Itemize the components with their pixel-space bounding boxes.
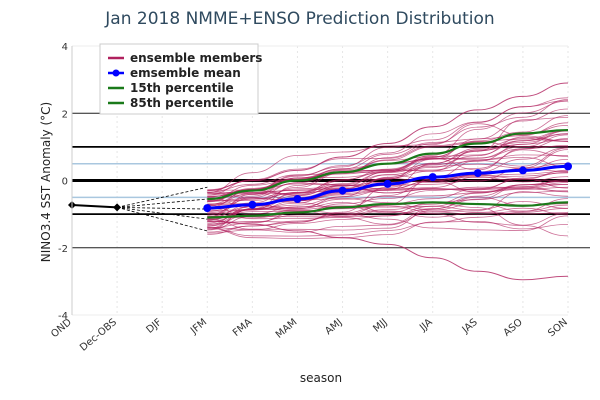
y-tick-label: 2	[62, 109, 68, 120]
forecast-fan-line	[117, 207, 208, 220]
ensemble-member-line	[207, 196, 569, 225]
ensemble-mean-point	[293, 194, 302, 203]
legend-marker	[112, 69, 120, 77]
ensemble-member-line	[207, 138, 569, 205]
ensemble-member-line	[207, 220, 569, 281]
ensemble-member-line	[207, 204, 569, 233]
x-tick-label: SON	[546, 317, 570, 339]
ensemble-members	[116, 82, 569, 281]
y-axis-label: NINO3.4 SST Anomaly (°C)	[39, 102, 53, 262]
ensemble-member-line	[207, 130, 569, 196]
x-tick-label: JFM	[188, 317, 209, 337]
ensemble-member-line	[207, 154, 569, 191]
observed-line	[71, 204, 118, 209]
percentile-line	[207, 201, 569, 219]
x-tick-label: MJJ	[371, 317, 389, 335]
x-tick-label: Dec-OBS	[78, 317, 119, 354]
ensemble-member-line	[207, 122, 569, 193]
chart-title: Jan 2018 NMME+ENSO Prediction Distributi…	[104, 9, 494, 29]
ensemble-member-line	[207, 220, 569, 240]
ensemble-member-line	[207, 100, 569, 209]
ensemble-member-line	[207, 201, 569, 237]
observed-series	[68, 201, 122, 212]
x-tick-label: MAM	[274, 317, 300, 341]
ensemble-mean-point	[338, 186, 347, 195]
percentile-and-mean-series	[203, 128, 572, 219]
x-tick-label: JAS	[460, 317, 480, 336]
ensemble-member-line	[207, 202, 569, 227]
forecast-fan-line	[116, 207, 208, 232]
ensemble-mean-point	[428, 173, 437, 182]
ensemble-member-line	[207, 138, 569, 214]
ensemble-member-line	[207, 186, 569, 194]
ensemble-member-line	[207, 82, 569, 192]
legend-label: 15th percentile	[130, 81, 234, 95]
x-tick-label: AMJ	[323, 317, 344, 337]
forecast-fan-line	[117, 198, 208, 208]
ensemble-mean-point	[203, 204, 212, 213]
legend-label: ensemble members	[130, 51, 262, 65]
ensemble-member-line	[207, 198, 569, 231]
x-axis-label: season	[300, 371, 342, 385]
y-axis-ticks: 4 2 0 -2 -4	[58, 42, 68, 322]
y-tick-label: 0	[62, 177, 68, 188]
ensemble-member-line	[207, 170, 569, 207]
x-tick-label: FMA	[231, 317, 254, 339]
ensemble-mean-point	[518, 166, 527, 175]
legend-box	[99, 43, 259, 115]
y-tick-label: -2	[58, 244, 68, 255]
y-tick-label: -4	[58, 311, 68, 322]
legend-label: 85th percentile	[130, 96, 234, 110]
ensemble-member-line	[207, 108, 569, 216]
ensemble-member-line	[207, 99, 569, 193]
ensemble-member-line	[207, 130, 569, 218]
ensemble-mean-point	[473, 169, 482, 178]
ensemble-member-line	[207, 179, 569, 224]
legend-label: emsemble mean	[130, 66, 241, 80]
x-tick-label: DJF	[144, 317, 164, 336]
y-tick-label: 4	[62, 42, 68, 53]
x-tick-label: JJA	[417, 317, 435, 334]
ensemble-member-line	[207, 192, 569, 215]
x-tick-label: OND	[49, 317, 74, 340]
ensemble-mean-point	[564, 162, 572, 171]
forecast-fan-line	[117, 186, 208, 208]
ensemble-mean-point	[383, 179, 392, 188]
forecast-fan-line	[117, 207, 208, 210]
percentile-line	[207, 128, 569, 201]
x-tick-label: ASO	[502, 317, 525, 339]
observed-point	[113, 203, 122, 212]
ensemble-mean-point	[248, 200, 257, 209]
ensemble-member-line	[207, 117, 569, 215]
x-axis-ticks: OND Dec-OBS DJF JFM FMA MAM AMJ MJJ JJA JAS ASO SON	[49, 317, 570, 354]
